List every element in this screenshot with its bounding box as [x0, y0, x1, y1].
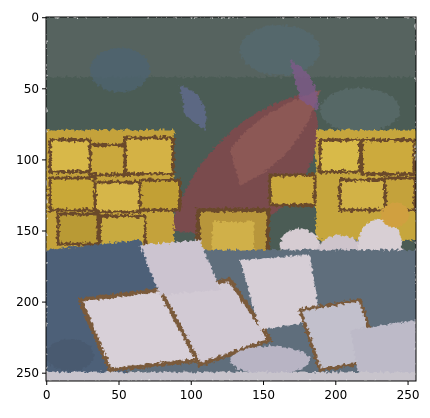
x-axis: 0 50 100 150 200 250 [43, 381, 420, 402]
y-tick-label: 50 [24, 82, 39, 96]
x-tick-label: 100 [180, 388, 203, 402]
x-tick-label: 0 [43, 388, 51, 402]
y-tick-label: 150 [16, 224, 39, 238]
y-tick-label: 250 [16, 366, 39, 380]
x-tick-label: 50 [111, 388, 126, 402]
x-tick-label: 250 [397, 388, 420, 402]
x-tick-label: 200 [324, 388, 347, 402]
y-tick-label: 0 [31, 11, 39, 25]
y-axis: 0 50 100 150 200 250 [16, 11, 46, 380]
y-tick-label: 100 [16, 153, 39, 167]
x-tick-label: 150 [252, 388, 275, 402]
plot-frame [45, 16, 417, 382]
stylized-bread-image [46, 17, 416, 381]
y-tick-label: 200 [16, 295, 39, 309]
